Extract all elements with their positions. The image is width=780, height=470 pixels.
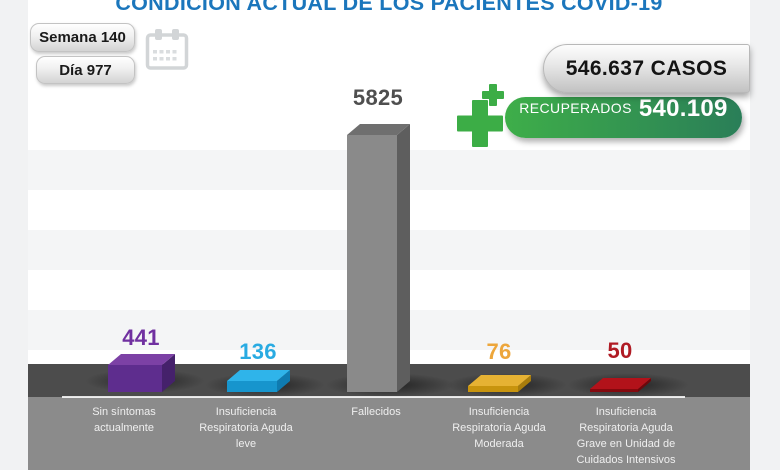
medical-cross-icon [457,84,504,147]
recovered-label: RECUPERADOS [519,100,632,116]
bar-side-face [162,354,175,392]
bar-value: 50 [607,338,633,363]
week-badge: Semana 140 [30,23,135,52]
recovered-badge: RECUPERADOS 540.109 [505,95,742,138]
day-badge-label: Día 977 [59,61,112,79]
category-label: Fallecidos [351,406,401,418]
bar-front-face [347,135,397,392]
category-label: Insuficiencia Respiratoria Aguda Grave e… [576,406,676,466]
total-cases-label: 546.637 CASOS [565,56,728,80]
right-gutter [750,0,780,470]
recovered-value: 540.109 [638,95,728,122]
bar-front-face [108,365,162,392]
bar-side-face [397,124,410,392]
bar-front-face [227,381,277,392]
bar-top-face [227,370,290,381]
page-title: CONDICIÓN ACTUAL DE LOS PACIENTES COVID-… [115,0,663,15]
category-label: Sin síntomas actualmente [92,406,156,434]
category-label: Insuficiencia Respiratoria Aguda leve [199,406,293,450]
bar-top-face [468,375,531,386]
category-label-strip [28,397,750,470]
bar-value: 76 [486,339,512,364]
bar-value: 5825 [352,85,404,110]
bar-front-face [468,386,518,392]
bar-value: 136 [239,339,277,364]
category-label: Insuficiencia Respiratoria Aguda Moderad… [452,406,546,450]
bar-value: 441 [122,325,160,350]
total-cases-badge: 546.637 CASOS [543,44,750,93]
day-badge: Día 977 [36,56,135,84]
calendar-icon [145,29,189,70]
bar-top-face [347,124,410,135]
bar-top-face [590,378,651,389]
week-badge-label: Semana 140 [39,29,126,46]
left-gutter [0,0,28,470]
bar-front-face [590,389,638,392]
bar-top-face [108,354,175,365]
